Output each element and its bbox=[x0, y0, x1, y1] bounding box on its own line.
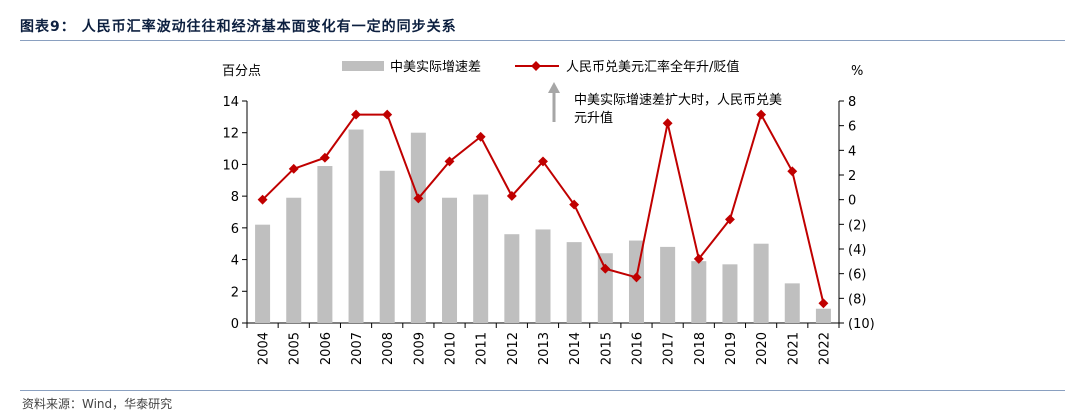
bar-2007 bbox=[348, 129, 364, 323]
footer-rule bbox=[20, 390, 1065, 391]
y-right-tick-label: 0 bbox=[848, 194, 856, 209]
y-right-tick-label: 8 bbox=[848, 95, 856, 110]
legend-bar-swatch bbox=[342, 61, 384, 71]
y-right-tick-label: (10) bbox=[848, 317, 875, 332]
x-tick-label-2016: 2016 bbox=[630, 332, 645, 365]
bar-2014 bbox=[566, 242, 582, 323]
bar-2018 bbox=[691, 261, 707, 323]
bar-2015 bbox=[597, 253, 613, 323]
bar-2009 bbox=[410, 132, 426, 323]
x-tick-label-2015: 2015 bbox=[599, 332, 614, 365]
line-point-2015 bbox=[600, 263, 611, 274]
line-point-2022 bbox=[818, 298, 829, 309]
y-left-tick-label: 2 bbox=[231, 285, 239, 300]
y-left-tick-label: 10 bbox=[222, 158, 239, 173]
line-point-2013 bbox=[538, 156, 548, 167]
bar-2017 bbox=[660, 246, 676, 323]
y-right-tick-label: 6 bbox=[848, 120, 856, 135]
line-point-2004 bbox=[257, 194, 268, 205]
bar-2008 bbox=[379, 170, 395, 323]
y-left-tick-label: 0 bbox=[231, 317, 239, 332]
bar-2022 bbox=[815, 308, 831, 323]
bar-2012 bbox=[504, 234, 520, 323]
x-tick-label-2004: 2004 bbox=[257, 332, 272, 365]
bar-2021 bbox=[784, 283, 800, 323]
y-right-tick-label: (6) bbox=[848, 268, 866, 283]
annotation-line-2: 元升值 bbox=[574, 110, 613, 126]
legend: 中美实际增速差 人民币兑美元汇率全年升/贬值 bbox=[342, 59, 739, 75]
x-tick-label-2018: 2018 bbox=[693, 332, 708, 365]
line-series bbox=[257, 109, 829, 309]
bar-2004 bbox=[255, 224, 271, 323]
x-tick-label-2007: 2007 bbox=[350, 332, 365, 365]
legend-line-label: 人民币兑美元汇率全年升/贬值 bbox=[566, 59, 739, 75]
legend-bar-label: 中美实际增速差 bbox=[390, 60, 481, 75]
x-tick-label-2008: 2008 bbox=[381, 332, 396, 365]
figure-title: 图表9： 人民币汇率波动往往和经济基本面变化有一定的同步关系 bbox=[20, 19, 457, 35]
annotation-arrow-head bbox=[548, 82, 560, 93]
line-point-2020 bbox=[756, 109, 767, 120]
annotation-line-1: 中美实际增速差扩大时，人民币兑美 bbox=[574, 93, 782, 108]
y-right-tick-label: (2) bbox=[848, 218, 866, 233]
x-tick-label-2013: 2013 bbox=[537, 332, 552, 365]
y-left-tick-label: 8 bbox=[231, 190, 239, 205]
x-tick-labels: 2004 2005 2006 2007 2008 2009 2010 2011 2012 2013… bbox=[257, 332, 833, 365]
title-rule bbox=[20, 40, 1065, 41]
line-point-2009 bbox=[413, 193, 424, 204]
y-right-tick-label: (4) bbox=[848, 243, 866, 258]
x-tick-label-2019: 2019 bbox=[724, 332, 739, 365]
bar-series bbox=[255, 129, 831, 323]
x-tick-label-2022: 2022 bbox=[817, 332, 832, 365]
y-right-axis-title: % bbox=[851, 64, 863, 79]
bar-2010 bbox=[442, 197, 458, 323]
annotation: 中美实际增速差扩大时，人民币兑美 元升值 bbox=[548, 82, 782, 126]
line-point-2018 bbox=[693, 253, 704, 264]
source-note: 资料来源：Wind，华泰研究 bbox=[22, 397, 173, 411]
y-right-tick-label: (8) bbox=[848, 292, 866, 307]
legend-line-marker bbox=[531, 61, 541, 71]
y-left-tick-label: 6 bbox=[231, 222, 239, 237]
bar-2020 bbox=[753, 243, 769, 323]
x-tick-label-2012: 2012 bbox=[506, 332, 521, 365]
y-left-axis-title: 百分点 bbox=[222, 64, 261, 79]
line-point-2005 bbox=[288, 163, 299, 174]
y-right-tick-label: 4 bbox=[848, 144, 856, 159]
bar-2019 bbox=[722, 264, 738, 323]
x-tick-label-2017: 2017 bbox=[662, 332, 677, 365]
line-point-2017 bbox=[662, 118, 673, 129]
line-point-2011 bbox=[475, 131, 486, 142]
bar-2005 bbox=[286, 197, 302, 323]
y-left-tick-label: 4 bbox=[231, 254, 239, 269]
bar-2011 bbox=[473, 194, 489, 323]
bar-2006 bbox=[317, 166, 333, 323]
line-point-2021 bbox=[787, 166, 798, 177]
line-point-2016 bbox=[631, 272, 642, 283]
line-point-2019 bbox=[724, 214, 735, 225]
x-tick-label-2020: 2020 bbox=[755, 332, 770, 365]
x-tick-label-2006: 2006 bbox=[319, 332, 334, 365]
line-point-2010 bbox=[444, 156, 455, 167]
x-tick-label-2021: 2021 bbox=[786, 332, 801, 365]
x-tick-label-2009: 2009 bbox=[412, 332, 427, 365]
y-right-tick-label: 2 bbox=[848, 169, 856, 184]
x-tick-label-2010: 2010 bbox=[444, 332, 459, 365]
line-point-2008 bbox=[382, 109, 393, 120]
line-point-2012 bbox=[506, 191, 517, 201]
x-tick-label-2005: 2005 bbox=[288, 332, 303, 365]
line-point-2014 bbox=[569, 199, 580, 210]
line-point-2006 bbox=[319, 152, 330, 163]
y-left-tick-label: 14 bbox=[222, 95, 239, 110]
x-tick-label-2011: 2011 bbox=[475, 332, 490, 365]
bar-2013 bbox=[535, 229, 551, 323]
x-tick-label-2014: 2014 bbox=[568, 332, 583, 365]
y-left-tick-label: 12 bbox=[222, 127, 239, 142]
